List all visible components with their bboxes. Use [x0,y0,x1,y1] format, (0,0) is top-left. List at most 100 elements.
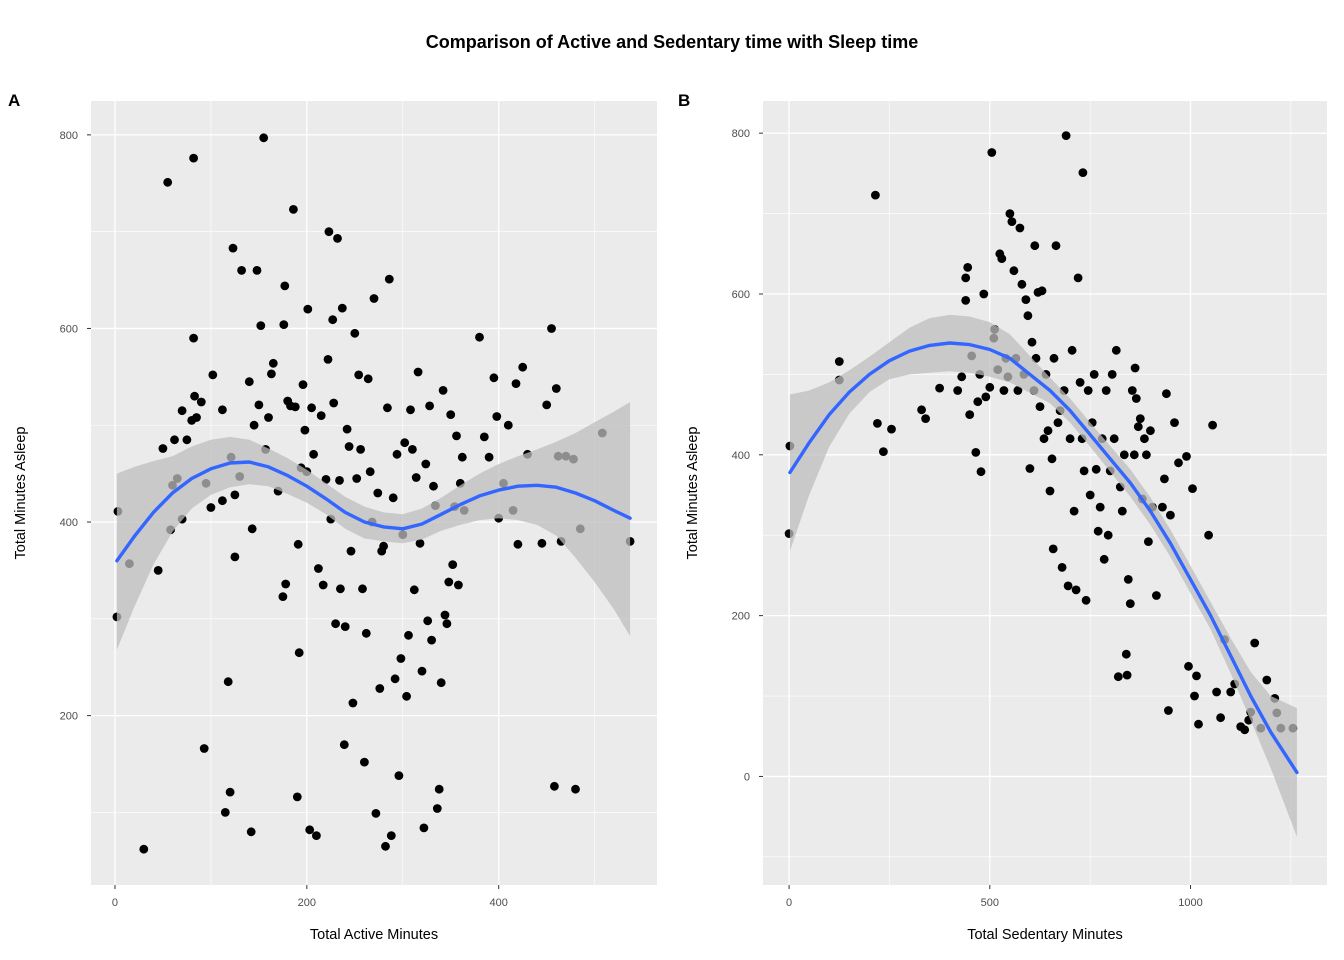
data-point [1063,581,1073,591]
data-point [551,384,561,393]
data-point [1061,131,1071,141]
data-point [1009,266,1019,276]
data-point [1005,209,1015,219]
data-point [492,412,502,421]
data-point [339,740,349,750]
data-point [1127,386,1137,395]
y-tick-label: 600 [60,323,78,335]
data-point [961,273,971,283]
data-point [1131,394,1141,403]
data-point [321,475,331,484]
data-point [249,420,259,430]
data-point [358,584,367,594]
data-point [1216,713,1225,723]
data-point [444,577,454,587]
data-point [1065,434,1075,444]
data-point [290,402,300,412]
data-point [190,391,200,401]
data-point [1226,687,1236,697]
data-point [1103,530,1113,540]
data-point [547,324,556,333]
data-point [170,435,179,445]
data-point [252,266,262,275]
data-point [440,610,450,620]
data-point [1039,434,1049,444]
data-point [571,784,580,794]
data-point [264,413,273,422]
x-tick-label: 500 [981,897,999,909]
data-point [163,177,173,187]
data-point [289,205,298,214]
data-point [436,678,446,688]
data-point [342,424,352,434]
x-tick-label: 400 [490,897,508,909]
data-point [268,358,278,368]
data-point [1089,370,1099,379]
data-point [971,448,981,457]
data-point [259,133,269,143]
data-point [1113,672,1123,682]
data-point [218,496,227,506]
data-point [388,493,398,503]
data-point [1109,434,1119,444]
data-point [475,332,484,342]
x-axis-title: Total Active Minutes [310,927,438,943]
data-point [887,424,896,434]
data-point [921,414,930,423]
data-point [542,400,552,410]
data-point [400,438,410,448]
data-point [421,459,431,469]
data-point [484,452,494,462]
data-point [408,445,417,454]
data-point [1160,474,1169,484]
data-point [413,367,423,377]
data-point [196,397,206,407]
data-point [305,825,315,835]
data-point [323,355,333,364]
data-point [365,467,375,477]
data-point [1101,386,1111,395]
data-point [1057,563,1067,572]
data-point [335,476,344,485]
data-point [1262,675,1272,685]
data-point [402,691,411,701]
data-point [329,398,339,408]
data-point [1111,345,1121,355]
data-point [503,420,513,430]
data-point [379,541,388,551]
x-tick-label: 0 [112,897,118,909]
data-point [220,808,230,817]
data-point [247,524,257,534]
data-point [1204,530,1213,540]
data-point [454,580,463,590]
data-point [394,771,404,780]
data-point [981,392,991,402]
data-point [1240,725,1250,735]
data-point [316,411,326,420]
data-point [230,552,240,562]
data-point [1021,295,1031,304]
data-point [225,787,235,797]
data-point [1166,510,1175,520]
data-point [427,635,436,645]
data-point [965,410,975,419]
data-point [1023,311,1033,321]
panel-a-plot: 0 200 400 200 400 600 800 Total Active Minutes T… [13,101,657,943]
data-point [987,148,997,157]
data-point [1130,363,1140,373]
data-point [1125,599,1135,608]
data-point [1095,502,1105,512]
data-point [1152,591,1161,600]
data-point [432,804,442,813]
data-point [244,377,254,387]
data-point [1025,464,1035,473]
data-point [1069,506,1079,516]
data-point [1091,464,1101,474]
data-point [1117,506,1127,516]
data-point [1017,279,1027,289]
data-point [363,374,373,384]
panel-a-tag: A [8,91,21,110]
data-point [550,781,559,791]
data-point [457,452,467,462]
panel-b-tag: B [678,91,691,110]
